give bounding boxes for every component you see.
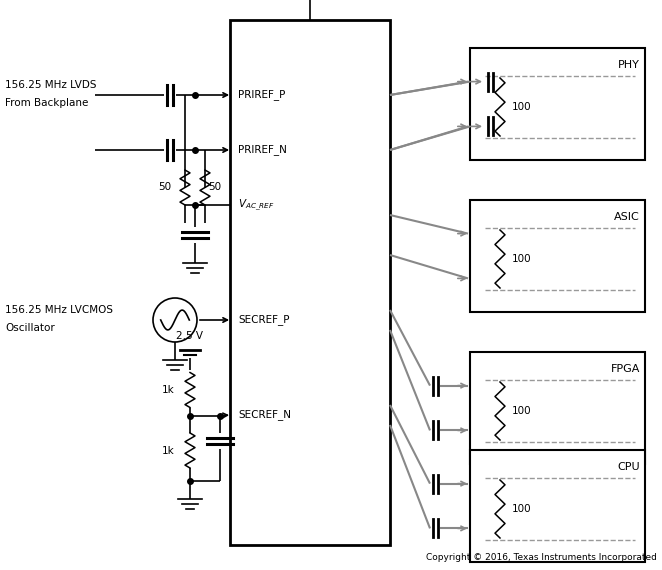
Text: ASIC: ASIC [614, 212, 640, 222]
Text: Oscillator: Oscillator [5, 323, 55, 333]
Text: Copyright © 2016, Texas Instruments Incorporated: Copyright © 2016, Texas Instruments Inco… [426, 553, 657, 562]
Text: 156.25 MHz LVDS: 156.25 MHz LVDS [5, 80, 97, 90]
Text: 2.5 V: 2.5 V [177, 331, 203, 341]
Text: $V_{AC\_REF}$: $V_{AC\_REF}$ [238, 197, 275, 213]
Bar [470, 352, 645, 464]
Bar [470, 48, 645, 160]
Bar [230, 20, 390, 545]
Text: SECREF_N: SECREF_N [238, 410, 291, 421]
Text: 50: 50 [208, 182, 221, 193]
Text: 156.25 MHz LVCMOS: 156.25 MHz LVCMOS [5, 305, 113, 315]
Text: CPU: CPU [618, 462, 640, 472]
Text: 50: 50 [158, 182, 171, 193]
Text: 100: 100 [512, 406, 532, 416]
Text: PRIREF_P: PRIREF_P [238, 89, 285, 100]
Bar [470, 450, 645, 562]
Text: PHY: PHY [618, 60, 640, 70]
Text: 1k: 1k [162, 385, 175, 395]
Text: SECREF_P: SECREF_P [238, 315, 289, 325]
Text: 1k: 1k [162, 446, 175, 455]
Text: From Backplane: From Backplane [5, 98, 88, 108]
Text: PRIREF_N: PRIREF_N [238, 145, 287, 156]
Text: 100: 100 [512, 102, 532, 112]
Text: FPGA: FPGA [610, 364, 640, 374]
Bar [470, 200, 645, 312]
Text: 100: 100 [512, 254, 532, 264]
Text: 100: 100 [512, 504, 532, 514]
